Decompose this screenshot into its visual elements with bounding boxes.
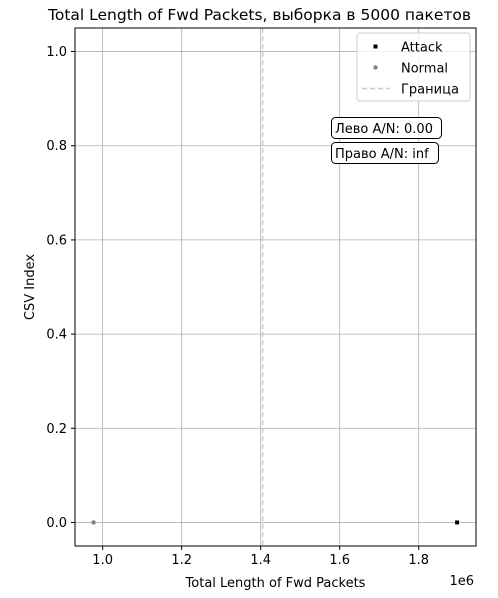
- y-tick-label: 0.8: [46, 139, 67, 154]
- legend-normal-label: Normal: [401, 62, 448, 77]
- axis-ticks: 1.0 1.2 1.4 1.6 1.8 0.0 0.2 0.4 0.6 0.8 1.0: [46, 45, 429, 568]
- x-tick-label: 1.0: [92, 553, 113, 568]
- legend: Attack Normal Граница: [356, 32, 471, 102]
- x-tick-label: 1.2: [171, 553, 192, 568]
- y-axis-label: CSV Index: [23, 254, 38, 320]
- annotation-right-text: Право A/N: inf: [335, 147, 429, 162]
- y-tick-label: 0.6: [46, 233, 67, 248]
- legend-boundary-label: Граница: [401, 83, 459, 98]
- x-tick-label: 1.8: [408, 553, 429, 568]
- annotation-left-text: Лево A/N: 0.00: [335, 122, 433, 137]
- y-tick-label: 1.0: [46, 45, 67, 60]
- annotation-left-ratio: Лево A/N: 0.00: [331, 117, 442, 139]
- plot-area-frame: [74, 27, 477, 547]
- x-axis-scale-label: 1e6: [449, 574, 474, 589]
- annotation-right-ratio: Право A/N: inf: [331, 142, 439, 164]
- normal-point: [91, 520, 96, 525]
- legend-attack-marker: [373, 44, 378, 49]
- legend-normal-marker: [373, 65, 378, 70]
- data-points: [91, 520, 460, 525]
- legend-attack-label: Attack: [401, 41, 443, 56]
- legend-frame: [356, 32, 471, 102]
- annotation-left-box: [331, 117, 442, 139]
- y-tick-label: 0.0: [46, 516, 67, 531]
- grid-lines: [75, 28, 476, 546]
- annotation-right-box: [331, 142, 439, 164]
- x-axis-label: Total Length of Fwd Packets: [185, 576, 366, 591]
- x-tick-label: 1.6: [329, 553, 350, 568]
- y-tick-label: 0.4: [46, 328, 67, 343]
- x-tick-label: 1.4: [250, 553, 271, 568]
- attack-point: [455, 520, 460, 525]
- chart-title: Total Length of Fwd Packets, выборка в 5…: [47, 6, 471, 24]
- y-tick-label: 0.2: [46, 422, 67, 437]
